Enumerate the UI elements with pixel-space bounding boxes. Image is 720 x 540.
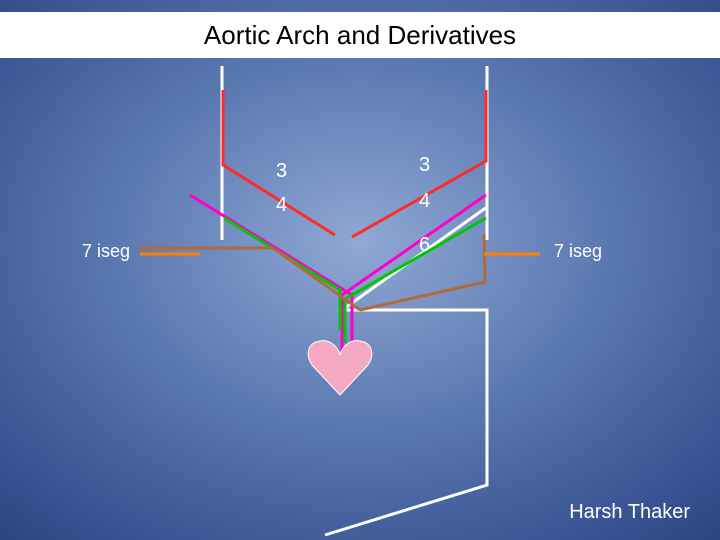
slide-root: Aortic Arch and Derivatives 3 4 3 4 6 7 … (0, 0, 720, 540)
heart-icon (308, 341, 372, 395)
credit-text: Harsh Thaker (569, 501, 690, 524)
label-right-7iseg: 7 iseg (554, 241, 602, 262)
label-right-3: 3 (419, 154, 430, 177)
left-magenta-4 (190, 195, 352, 353)
diagram-svg (0, 0, 720, 540)
label-right-4: 4 (419, 190, 430, 213)
label-left-4: 4 (276, 194, 287, 217)
right-green-6 (345, 218, 486, 343)
label-right-6: 6 (419, 234, 430, 257)
label-left-3: 3 (276, 160, 287, 183)
label-left-7iseg: 7 iseg (82, 241, 130, 262)
left-green-6 (224, 218, 340, 330)
